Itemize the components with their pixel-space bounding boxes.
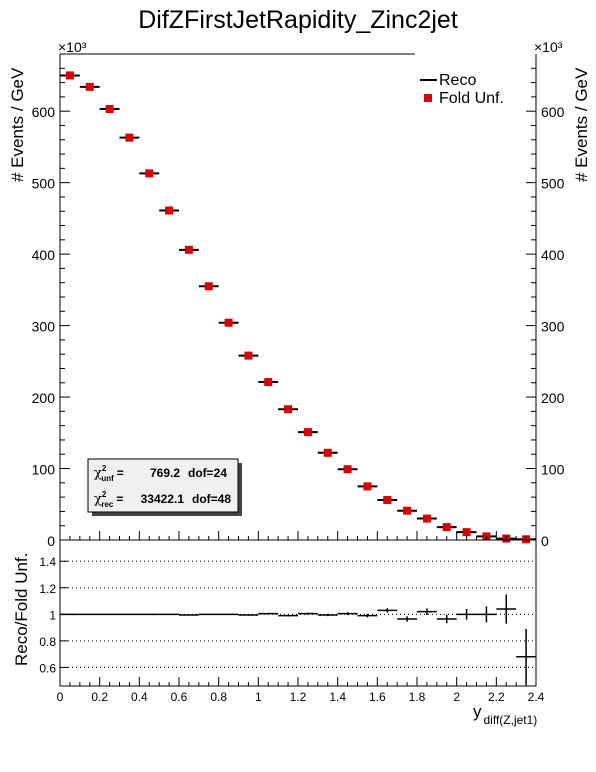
y-tick-label-right: 100 bbox=[541, 462, 565, 478]
y-axis-title-left: # Events / GeV bbox=[8, 67, 27, 182]
x-tick-label: 1 bbox=[255, 690, 262, 704]
stat-unf-sup: 2 bbox=[102, 464, 107, 473]
y-tick-label-left: 400 bbox=[32, 247, 56, 263]
fold-unf-point bbox=[65, 71, 74, 80]
x-tick-label: 1.4 bbox=[329, 690, 346, 704]
ratio-y-tick-label: 1 bbox=[49, 608, 56, 622]
x-tick-label: 1.8 bbox=[409, 690, 426, 704]
fold-unf-point bbox=[105, 105, 114, 114]
x-tick-label: 0 bbox=[57, 690, 64, 704]
stat-unf-dof: dof=24 bbox=[188, 466, 227, 480]
stat-rec-eq: = bbox=[116, 492, 123, 506]
stat-unf: χ2 unf = bbox=[94, 464, 124, 483]
x-tick-label: 0.4 bbox=[131, 690, 148, 704]
ratio-y-tick-label: 0.6 bbox=[39, 661, 56, 675]
stats-box-frame bbox=[87, 458, 239, 513]
fold-unf-point bbox=[422, 514, 431, 523]
fold-unf-point bbox=[363, 482, 372, 491]
fold-unf-point bbox=[204, 282, 213, 291]
stat-rec-sub: rec bbox=[101, 500, 114, 509]
x-axis-title-main: y bbox=[473, 702, 482, 721]
stat-rec-sup: 2 bbox=[102, 490, 107, 499]
fold-unf-point bbox=[264, 378, 273, 387]
fold-unf-point bbox=[145, 169, 154, 178]
ratio-y-tick-label: 1.4 bbox=[39, 555, 56, 569]
stat-unf-eq: = bbox=[117, 466, 124, 480]
ratio-y-tick-label: 1.2 bbox=[39, 582, 56, 596]
fold-unf-point bbox=[125, 133, 134, 142]
fold-unf-point bbox=[323, 448, 332, 457]
x-tick-label: 1.2 bbox=[290, 690, 307, 704]
y-tick-label-right: 300 bbox=[541, 319, 565, 335]
y-tick-label-left: 200 bbox=[32, 390, 56, 406]
x-axis-title-sub: diff(Z,jet1) bbox=[484, 713, 538, 727]
legend-reco-label: Reco bbox=[439, 72, 476, 89]
x-tick-label: 0.8 bbox=[210, 690, 227, 704]
y-tick-label-right: 0 bbox=[541, 533, 549, 549]
y-multiplier-left: ×10³ bbox=[58, 39, 87, 55]
fold-unf-point bbox=[343, 465, 352, 474]
y-tick-label-left: 500 bbox=[32, 176, 56, 192]
legend: Reco Fold Unf. bbox=[420, 72, 504, 107]
y-tick-label-left: 100 bbox=[32, 462, 56, 478]
x-axis-title: y diff(Z,jet1) bbox=[473, 702, 537, 727]
stat-rec-value: 33422.1 bbox=[141, 492, 185, 506]
stats-box: χ2 unf = 769.2 dof=24 χ2 rec = 33422.1 dof=4… bbox=[87, 458, 242, 516]
fold-unf-point bbox=[244, 351, 253, 360]
y-tick-label-right: 400 bbox=[541, 247, 565, 263]
y-tick-label-right: 500 bbox=[541, 176, 565, 192]
x-tick-label: 2 bbox=[453, 690, 460, 704]
legend-fold-label: Fold Unf. bbox=[439, 90, 504, 107]
x-tick-label: 0.6 bbox=[171, 690, 188, 704]
ratio-y-tick-label: 0.8 bbox=[39, 635, 56, 649]
x-tick-label: 0.2 bbox=[91, 690, 108, 704]
legend-fold-marker bbox=[424, 94, 432, 102]
fold-unf-point bbox=[462, 528, 471, 537]
y-tick-label-left: 300 bbox=[32, 319, 56, 335]
stat-rec-dof: dof=48 bbox=[192, 492, 231, 506]
fold-unf-point bbox=[284, 405, 293, 414]
fold-unf-point bbox=[383, 495, 392, 504]
stat-rec-symbol: χ bbox=[94, 492, 102, 507]
stat-unf-symbol: χ bbox=[94, 466, 102, 481]
fold-unf-point bbox=[165, 206, 174, 215]
stat-rec: χ2 rec = bbox=[94, 490, 123, 509]
x-tick-label: 2.2 bbox=[488, 690, 505, 704]
stat-unf-sub: unf bbox=[101, 474, 114, 483]
y-tick-label-right: 200 bbox=[541, 390, 565, 406]
fold-unf-point bbox=[224, 318, 233, 327]
fold-unf-point bbox=[184, 245, 193, 254]
fold-unf-point bbox=[403, 506, 412, 515]
y-tick-label-left: 600 bbox=[32, 104, 56, 120]
fold-unf-point bbox=[442, 523, 451, 532]
y-multiplier-right: ×10³ bbox=[534, 39, 563, 55]
y-axis-title-right: # Events / GeV bbox=[572, 67, 591, 182]
x-tick-label: 2.4 bbox=[528, 690, 545, 704]
x-tick-label: 1.6 bbox=[369, 690, 386, 704]
ratio-y-axis-title: Reco/Fold Unf. bbox=[12, 553, 31, 666]
stat-unf-value: 769.2 bbox=[150, 466, 180, 480]
chart-title: DifZFirstJetRapidity_Zinc2jet bbox=[138, 6, 458, 34]
y-tick-label-left: 0 bbox=[47, 533, 55, 549]
fold-unf-point bbox=[85, 82, 94, 91]
y-tick-label-right: 600 bbox=[541, 104, 565, 120]
fold-unf-point bbox=[303, 428, 312, 437]
